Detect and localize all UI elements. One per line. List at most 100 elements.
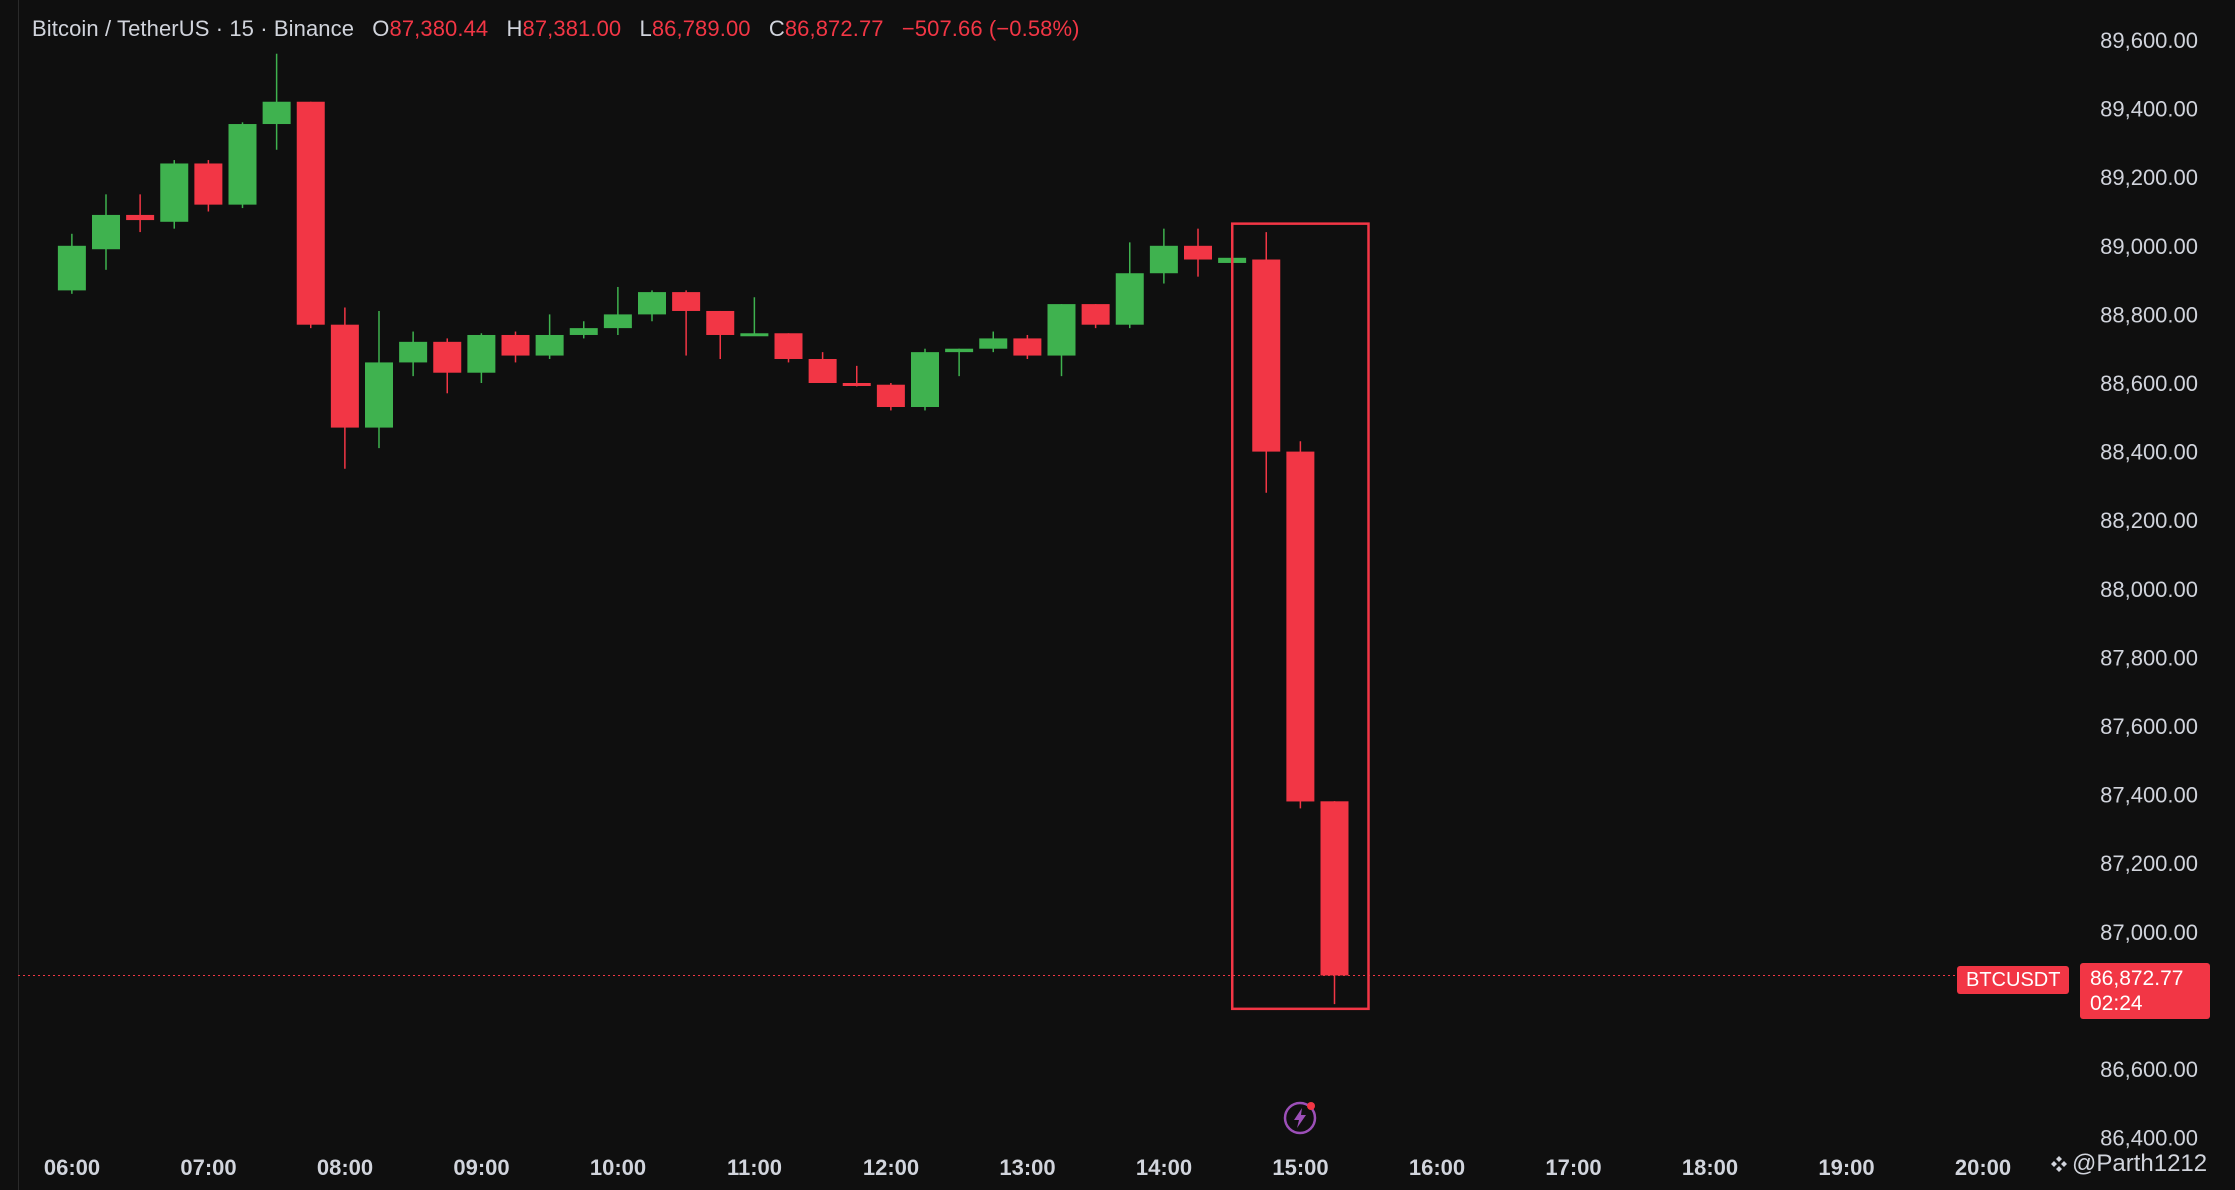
candle — [809, 352, 837, 383]
x-tick-label: 06:00 — [44, 1155, 100, 1180]
candle-body-up — [92, 215, 120, 249]
y-tick-label: 89,200.00 — [2100, 165, 2198, 190]
candle — [740, 297, 768, 336]
candle — [911, 349, 939, 411]
candle — [399, 332, 427, 377]
y-tick-label: 87,600.00 — [2100, 714, 2198, 739]
diamond-logo-icon — [2050, 1155, 2068, 1173]
candle — [536, 314, 564, 359]
candle — [1286, 441, 1314, 808]
candle-body-down — [1321, 801, 1349, 975]
candle-body-down — [672, 292, 700, 311]
x-tick-label: 19:00 — [1818, 1155, 1874, 1180]
y-tick-label: 87,200.00 — [2100, 851, 2198, 876]
candle — [365, 311, 393, 448]
candle-body-up — [467, 335, 495, 373]
candle — [58, 234, 86, 294]
candle-body-up — [399, 342, 427, 363]
candle — [467, 333, 495, 383]
y-tick-label: 87,000.00 — [2100, 920, 2198, 945]
x-tick-label: 18:00 — [1682, 1155, 1738, 1180]
x-tick-label: 13:00 — [999, 1155, 1055, 1180]
x-tick-label: 08:00 — [317, 1155, 373, 1180]
y-tick-label: 87,400.00 — [2100, 783, 2198, 808]
high-label: H — [507, 16, 523, 41]
last-price-tag: 86,872.77 02:24 — [2080, 963, 2210, 1019]
candle — [672, 290, 700, 355]
candle-body-down — [775, 333, 803, 359]
candle-body-down — [809, 359, 837, 383]
candle-body-down — [843, 383, 871, 386]
low-label: L — [640, 16, 652, 41]
candle-body-down — [194, 163, 222, 204]
candle-body-up — [911, 352, 939, 407]
candle — [1150, 229, 1178, 284]
candle-body-up — [570, 328, 598, 335]
symbol-price-tag: BTCUSDT — [1957, 966, 2069, 994]
open-label: O — [372, 16, 389, 41]
x-tick-label: 15:00 — [1272, 1155, 1328, 1180]
candle-body-up — [263, 102, 291, 124]
change-value: −507.66 (−0.58%) — [902, 16, 1080, 41]
candle-body-up — [365, 362, 393, 427]
candle-body-down — [1184, 246, 1212, 260]
watermark: @Parth1212 — [2050, 1150, 2207, 1178]
candle — [229, 122, 257, 208]
low-value: 86,789.00 — [652, 16, 751, 41]
ohlc-legend: Bitcoin / TetherUS · 15 · Binance O 87,38… — [32, 16, 1080, 42]
x-axis: 06:00 07:00 08:00 09:00 10:00 11:00 12:00 13:00… — [44, 1155, 2011, 1180]
candle-body-up — [979, 338, 1007, 348]
x-tick-label: 09:00 — [453, 1155, 509, 1180]
candle — [877, 383, 905, 410]
x-tick-label: 20:00 — [1955, 1155, 2011, 1180]
y-tick-label: 88,400.00 — [2100, 440, 2198, 465]
lightning-icon[interactable] — [1282, 1100, 1318, 1136]
candle-body-down — [706, 311, 734, 335]
candle — [1321, 801, 1349, 1004]
candle-body-down — [1082, 304, 1110, 325]
candle — [1082, 304, 1110, 328]
candle-body-down — [1286, 452, 1314, 802]
candle-body-up — [536, 335, 564, 356]
candle-body-down — [1252, 260, 1280, 452]
x-tick-label: 12:00 — [863, 1155, 919, 1180]
candle-body-down — [297, 102, 325, 325]
candle — [160, 160, 188, 229]
last-price-value: 86,872.77 — [2090, 967, 2183, 991]
candle-body-down — [1013, 338, 1041, 355]
candle — [126, 194, 154, 232]
candle-body-up — [229, 124, 257, 205]
candle-body-up — [604, 314, 632, 328]
candle — [638, 290, 666, 321]
y-tick-label: 88,000.00 — [2100, 577, 2198, 602]
close-label: C — [769, 16, 785, 41]
candle-body-up — [638, 292, 666, 314]
symbol-label[interactable]: Bitcoin / TetherUS · 15 · Binance — [32, 16, 354, 41]
y-tick-label: 86,400.00 — [2100, 1126, 2198, 1151]
candle — [1116, 242, 1144, 328]
candle — [1184, 229, 1212, 277]
candle — [502, 332, 530, 363]
candle — [92, 194, 120, 269]
y-tick-label: 88,600.00 — [2100, 371, 2198, 396]
candle — [843, 366, 871, 387]
candle — [775, 333, 803, 362]
candle — [1013, 335, 1041, 359]
candle-body-down — [877, 385, 905, 407]
candle — [979, 332, 1007, 353]
candle — [297, 102, 325, 328]
candle — [331, 308, 359, 469]
y-tick-label: 89,000.00 — [2100, 234, 2198, 259]
y-tick-label: 86,600.00 — [2100, 1057, 2198, 1082]
candle-body-up — [1150, 246, 1178, 273]
y-tick-label: 88,200.00 — [2100, 508, 2198, 533]
x-tick-label: 07:00 — [180, 1155, 236, 1180]
high-value: 87,381.00 — [523, 16, 622, 41]
candle — [570, 321, 598, 338]
candle — [433, 338, 461, 393]
candle-body-down — [433, 342, 461, 373]
candles — [58, 54, 1349, 1004]
x-tick-label: 16:00 — [1409, 1155, 1465, 1180]
candle-body-up — [740, 333, 768, 336]
